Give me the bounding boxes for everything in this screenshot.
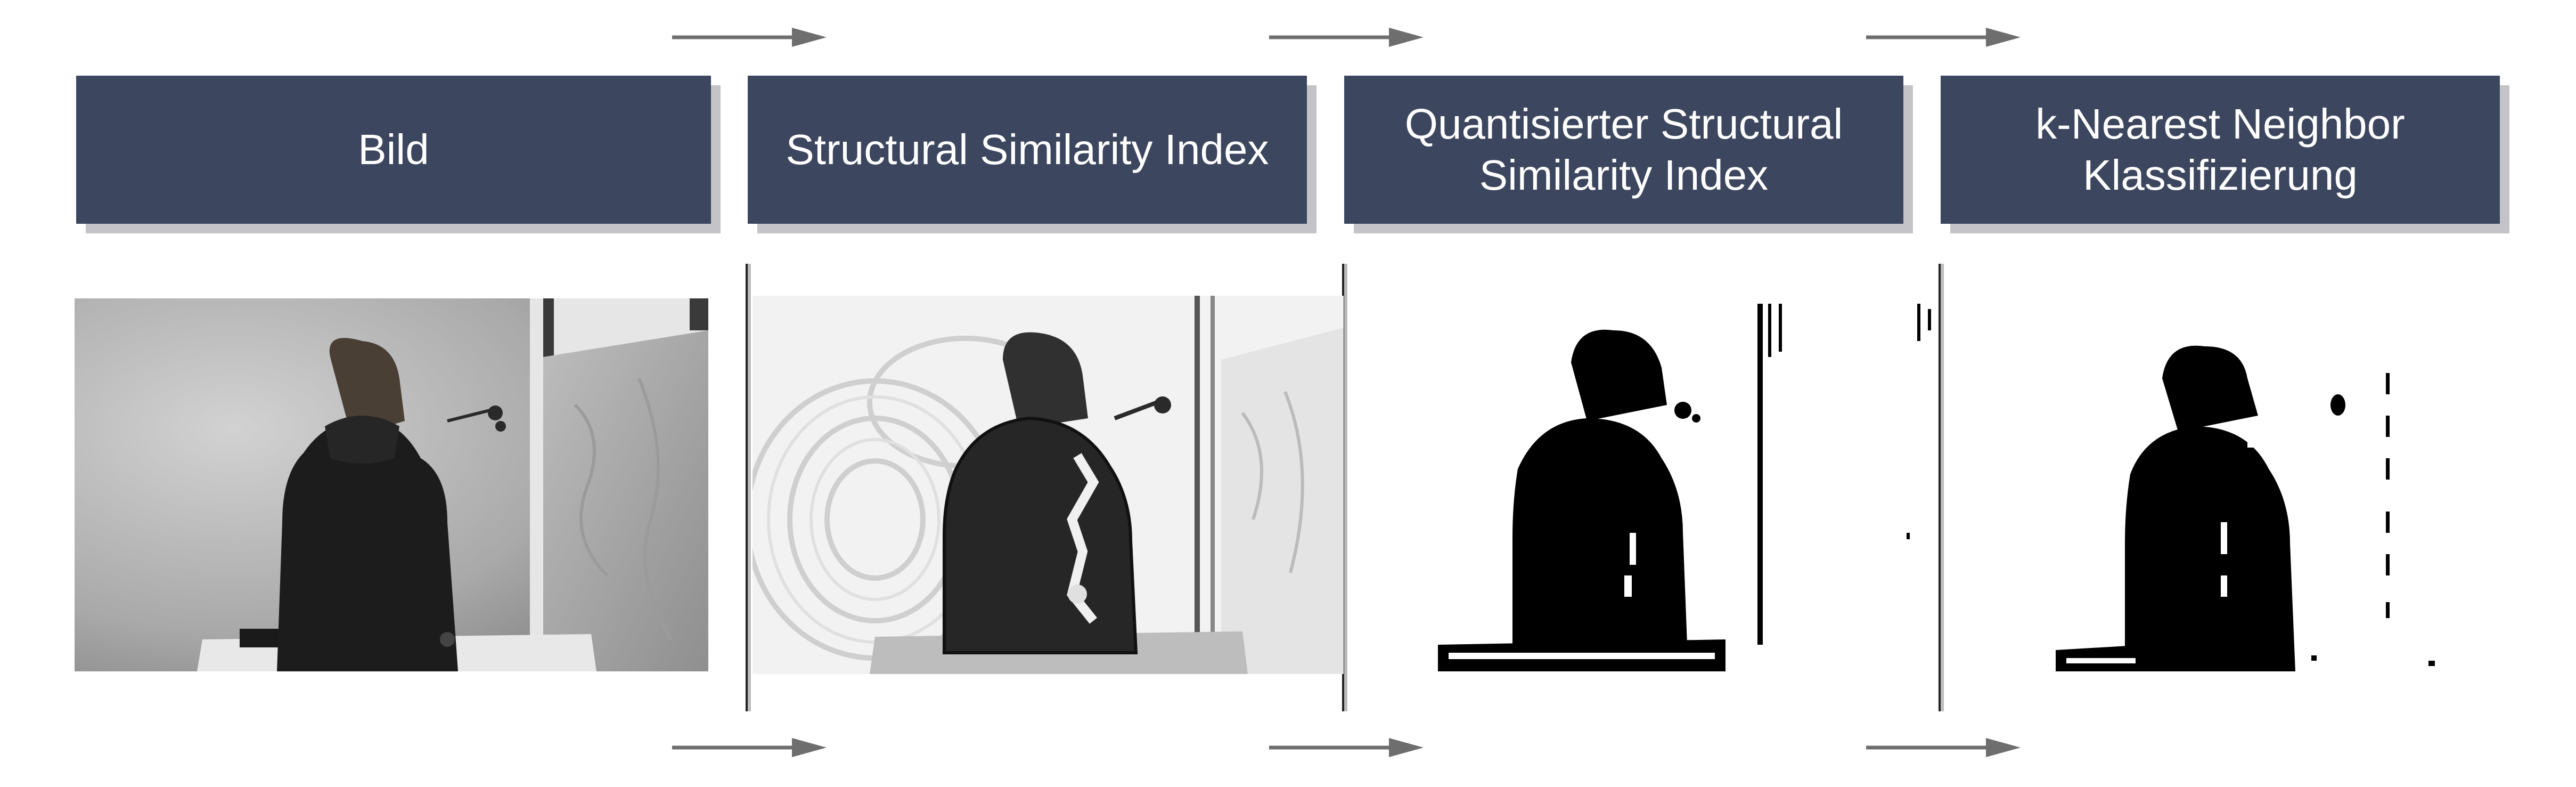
separator-2 — [1342, 264, 1347, 711]
flow-arrow-bottom-3 — [1866, 738, 2021, 757]
flow-arrow-top-3 — [1866, 28, 2021, 47]
flow-arrow-bottom-1 — [672, 738, 827, 757]
step-box-quantized-ssim: Quantisierter Structural Similarity Inde… — [1344, 76, 1903, 224]
step-title-image: Bild — [358, 126, 429, 173]
step-box-image: Bild — [76, 76, 711, 224]
step-box-knn: k-Nearest Neighbor Klassifizierung — [1941, 76, 2500, 224]
photo-original — [75, 298, 708, 671]
flow-arrow-top-1 — [672, 28, 827, 47]
step-box-ssim: Structural Similarity Index — [748, 76, 1307, 224]
step-title-quantized-ssim: Quantisierter Structural Similarity Inde… — [1404, 100, 1843, 199]
quantized-ssim-map — [1385, 298, 1939, 677]
step-title-knn: k-Nearest Neighbor Klassifizierung — [2035, 100, 2405, 199]
step-title-ssim: Structural Similarity Index — [786, 126, 1269, 173]
flow-arrow-top-2 — [1269, 28, 1424, 47]
separator-1 — [746, 264, 751, 711]
flow-arrow-bottom-2 — [1269, 738, 1424, 757]
separator-3 — [1939, 264, 1944, 711]
knn-classification — [1970, 298, 2503, 677]
ssim-map — [753, 296, 1344, 674]
